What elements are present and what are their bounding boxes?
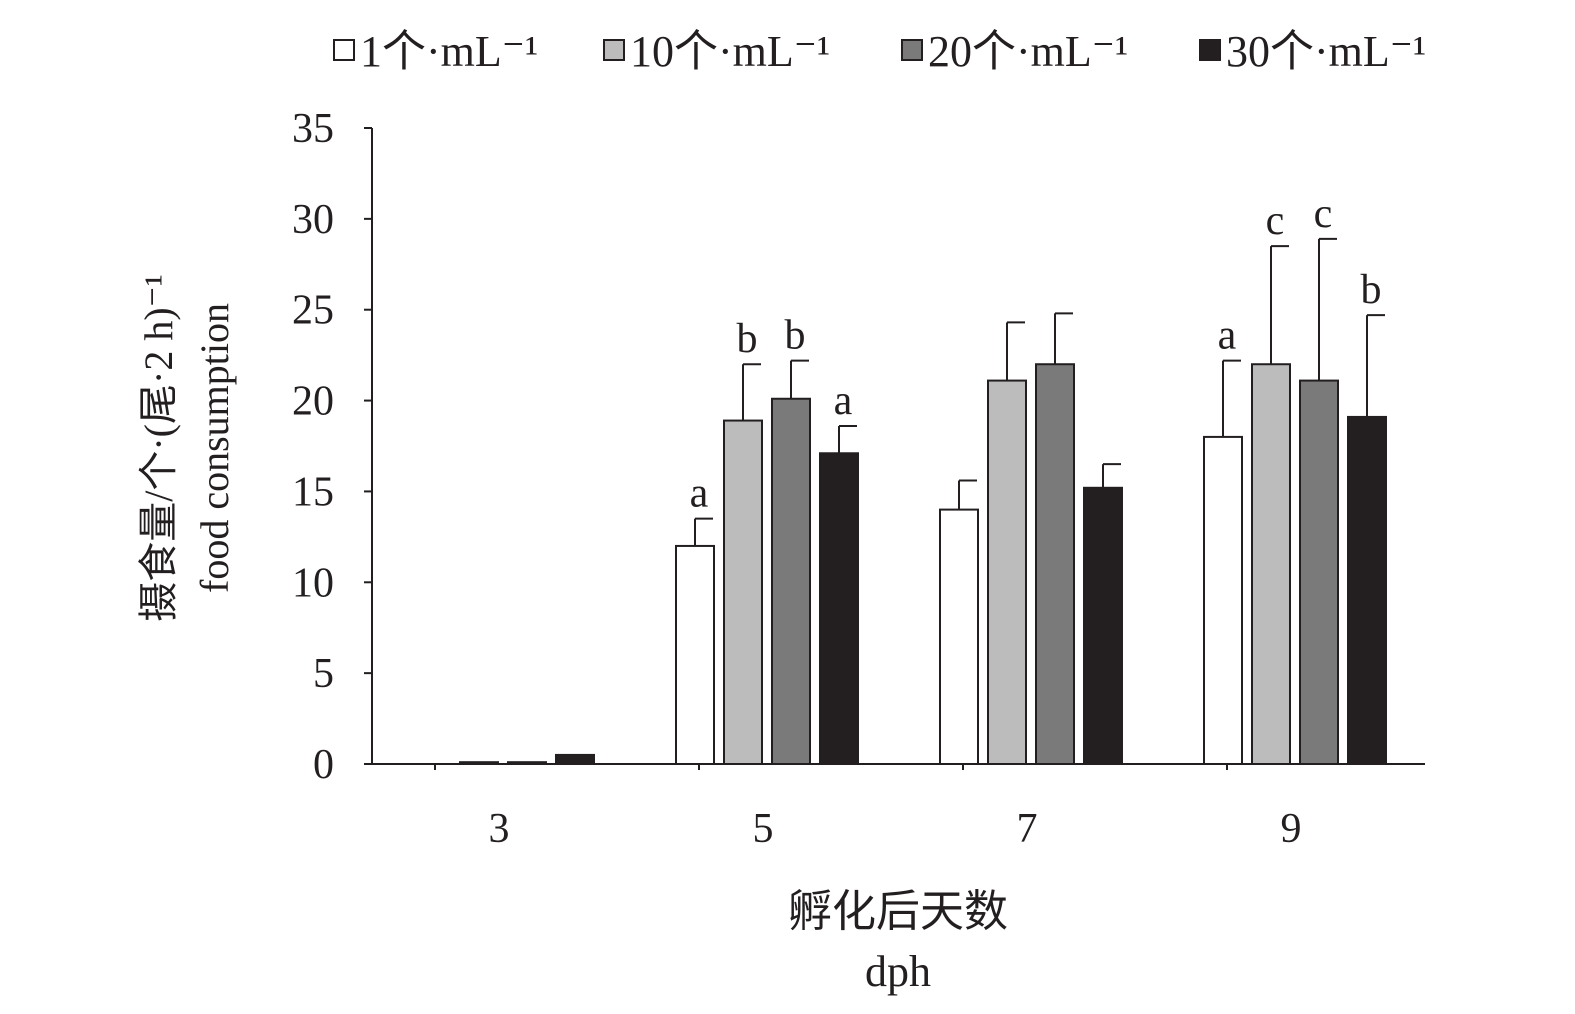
y-tick-label: 20 — [292, 379, 334, 425]
legend-label: 20个·mL⁻¹ — [928, 27, 1128, 76]
bar — [1251, 363, 1291, 765]
bar — [1347, 415, 1387, 765]
x-axis-label-en: dph — [865, 947, 931, 996]
y-tick-label: 10 — [292, 560, 334, 606]
legend-label: 30个·mL⁻¹ — [1226, 27, 1426, 76]
bar — [507, 761, 547, 766]
bar — [723, 419, 763, 765]
bar — [987, 379, 1027, 765]
legend-label: 10个·mL⁻¹ — [630, 27, 830, 76]
x-tick-label: 7 — [1017, 806, 1038, 852]
significance-letter: b — [737, 316, 758, 362]
y-tick-label: 15 — [292, 469, 334, 515]
x-tick-label: 3 — [489, 806, 510, 852]
significance-letter: b — [1361, 267, 1382, 313]
significance-letter: b — [785, 313, 806, 359]
bar — [939, 508, 979, 765]
bar — [555, 753, 595, 766]
x-axis-label-cn: 孵化后天数 — [788, 887, 1008, 936]
y-axis-label-en: food consumption — [192, 303, 237, 593]
y-tick-label: 0 — [313, 742, 334, 788]
bar — [771, 397, 811, 765]
legend: 1个·mL⁻¹ 10个·mL⁻¹ 20个·mL⁻¹ 30个·mL⁻¹ — [333, 27, 1426, 76]
significance-letter: c — [1314, 191, 1333, 237]
bar — [459, 761, 499, 766]
bar — [1203, 435, 1243, 765]
legend-label: 1个·mL⁻¹ — [360, 27, 538, 76]
significance-letter: a — [1218, 313, 1237, 359]
legend-swatch — [1199, 39, 1221, 61]
y-tick-label: 25 — [292, 288, 334, 334]
x-tick-label: 5 — [753, 806, 774, 852]
x-tick-label: 9 — [1281, 806, 1302, 852]
y-tick-label: 30 — [292, 197, 334, 243]
bar — [675, 544, 715, 766]
significance-letter: a — [690, 471, 709, 517]
bar — [1035, 363, 1075, 765]
legend-swatch — [901, 39, 923, 61]
bar — [1299, 379, 1339, 765]
bar — [1083, 486, 1123, 765]
significance-letter: c — [1266, 198, 1285, 244]
bar — [819, 452, 859, 765]
legend-swatch — [333, 39, 355, 61]
y-tick-label: 35 — [292, 106, 334, 152]
y-tick-label: 5 — [313, 651, 334, 697]
significance-letter: a — [834, 378, 853, 424]
y-axis-label-cn: 摄食量/个·(尾·2 h)⁻¹ — [136, 274, 181, 622]
legend-swatch — [603, 39, 625, 61]
